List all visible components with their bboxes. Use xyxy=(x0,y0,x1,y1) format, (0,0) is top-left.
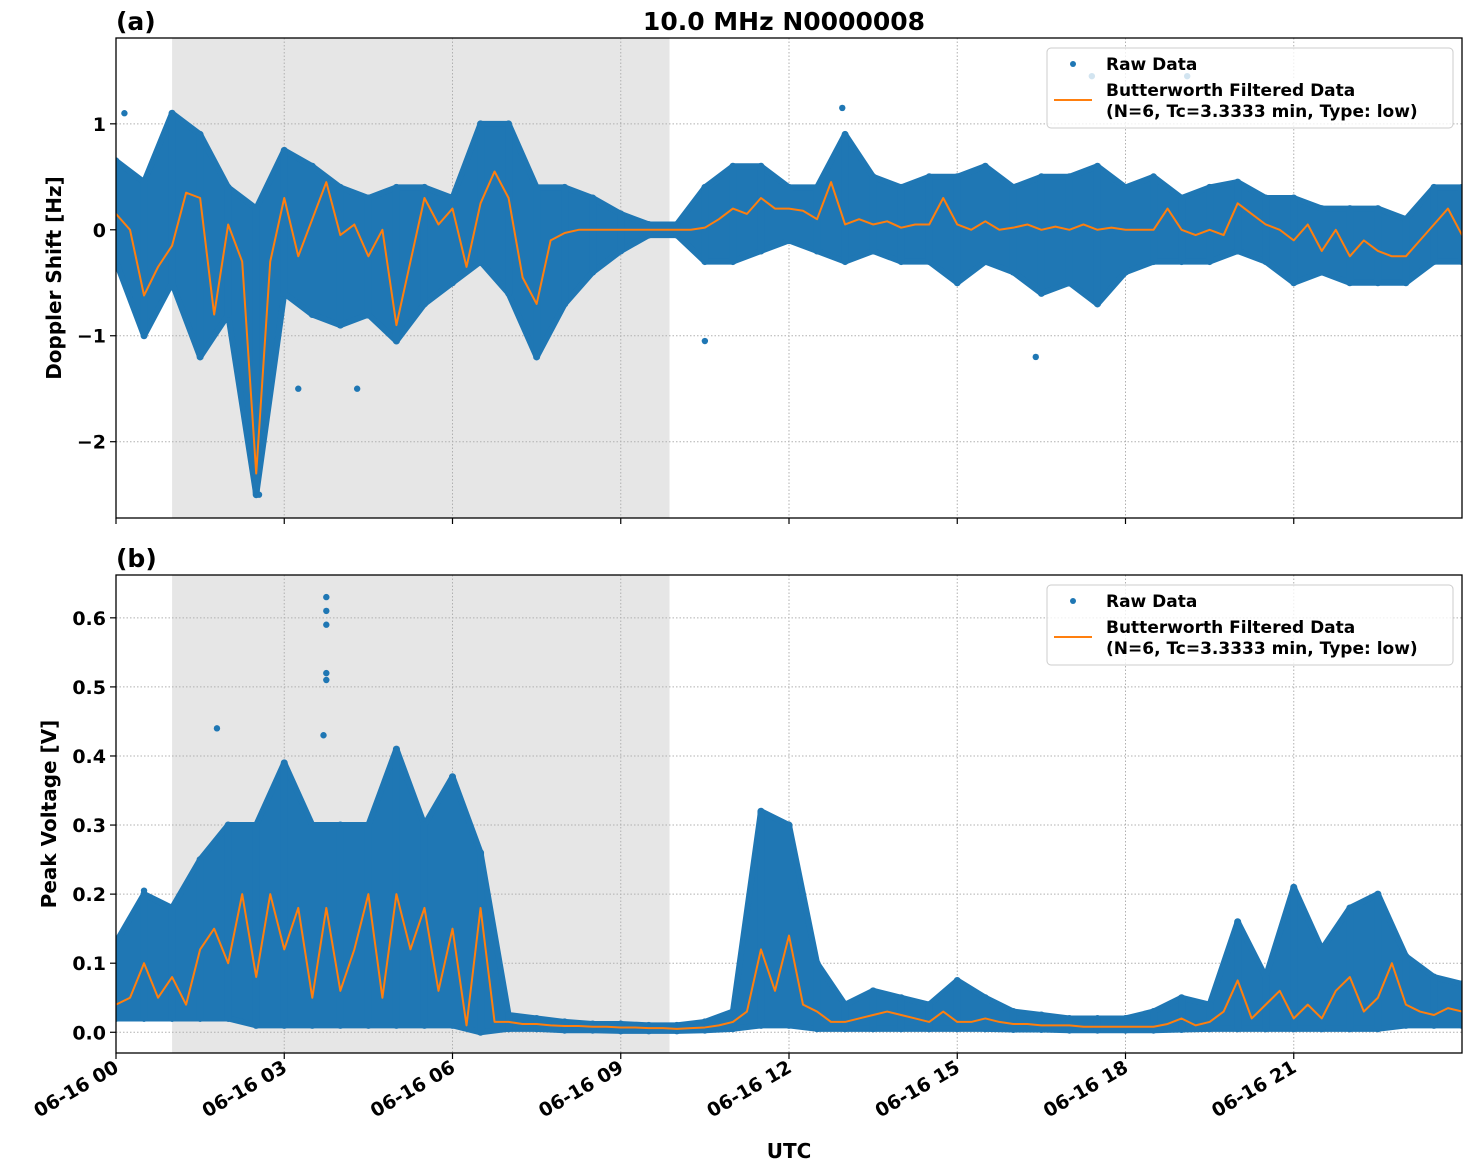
plot-area xyxy=(116,72,1462,499)
y-tick-label: −2 xyxy=(77,432,106,454)
raw-data-outlier-point xyxy=(839,104,846,112)
raw-data-outlier-point xyxy=(353,385,361,392)
legend-filtered-params: (N=6, Tc=3.3333 min, Type: low) xyxy=(1106,102,1418,122)
raw-data-outlier-point xyxy=(255,491,263,498)
panel-label-a: (a) xyxy=(116,7,156,36)
figure-title: 10.0 MHz N0000008 xyxy=(643,7,925,36)
plot-area xyxy=(116,593,1462,1036)
axes-frame xyxy=(115,574,1463,1054)
axes-frame xyxy=(115,37,1463,519)
y-tick-label: −1 xyxy=(77,326,106,348)
x-tick-label: 06-16 09 xyxy=(535,1056,627,1122)
legend-raw-label: Raw Data xyxy=(1106,55,1197,75)
legend-filtered-label: Butterworth Filtered Data xyxy=(1106,81,1355,101)
x-tick-label: 06-16 18 xyxy=(1040,1056,1132,1122)
x-tick-labels: 06-16 00 06-16 03 06-16 06 06-16 09 06-16 12… xyxy=(30,1056,1300,1122)
y-tick-label: 0.4 xyxy=(72,746,106,768)
x-tick-label: 06-16 06 xyxy=(367,1056,459,1122)
y-tick-label: 0.2 xyxy=(72,884,106,906)
raw-data-outlier-point xyxy=(1032,353,1039,361)
panel-label-b: (b) xyxy=(116,544,157,573)
y-tick-label: 0.3 xyxy=(72,815,106,837)
panel-a-doppler-shift: 1 0 −1 −2 Raw Data Butterworth Filtered Data(… xyxy=(77,37,1463,524)
y-tick-label: 0.5 xyxy=(72,677,106,699)
x-tick-label: 06-16 15 xyxy=(871,1056,963,1122)
x-axis-label: UTC xyxy=(767,1139,812,1163)
filtered-data-line xyxy=(116,893,1462,1030)
panel-b-peak-voltage: 0.0 0.1 0.2 0.3 0.4 0.5 0.6 Raw Data Butterworth… xyxy=(72,574,1463,1059)
filtered-data-line xyxy=(116,170,1462,475)
y-tick-label: 0 xyxy=(93,220,106,242)
x-tick-label: 06-16 12 xyxy=(703,1056,795,1122)
y-axis-label-a: Doppler Shift [Hz] xyxy=(42,176,66,380)
legend: Raw Data Butterworth Filtered Data(N=6, T… xyxy=(1046,584,1454,666)
raw-data-outlier-point xyxy=(323,669,330,677)
x-tick-label: 06-16 00 xyxy=(30,1056,122,1122)
legend-box xyxy=(1046,47,1454,129)
raw-data-outlier-point xyxy=(323,593,330,601)
y-axis-label-b: Peak Voltage [V] xyxy=(37,720,61,909)
raw-data-outlier-point xyxy=(323,621,330,628)
raw-data-outlier-point xyxy=(323,607,330,615)
y-tick-label: 1 xyxy=(93,114,106,136)
legend: Raw Data Butterworth Filtered Data(N=6, T… xyxy=(1046,47,1454,129)
legend-box xyxy=(1046,584,1454,666)
legend-raw-marker xyxy=(1070,61,1076,67)
raw-data-outlier-point xyxy=(140,887,148,894)
x-tick-label: 06-16 21 xyxy=(1208,1056,1300,1122)
raw-data-outlier-point xyxy=(121,110,128,117)
legend-raw-marker xyxy=(1070,598,1076,604)
y-tick-label: 0.6 xyxy=(72,608,106,630)
raw-data-outlier-point xyxy=(213,725,221,732)
raw-data-outlier-point xyxy=(701,337,709,345)
y-tick-label: 0.1 xyxy=(72,953,106,975)
raw-data-outlier-point xyxy=(295,385,302,392)
legend-filtered-label: Butterworth Filtered Data xyxy=(1106,618,1355,638)
x-tick-label: 06-16 03 xyxy=(198,1056,290,1122)
y-tick-label: 0.0 xyxy=(72,1022,106,1044)
raw-data-outlier-point xyxy=(323,676,330,684)
legend-filtered-params: (N=6, Tc=3.3333 min, Type: low) xyxy=(1106,639,1418,659)
raw-data-outlier-point xyxy=(320,732,327,739)
legend-raw-label: Raw Data xyxy=(1106,592,1197,612)
